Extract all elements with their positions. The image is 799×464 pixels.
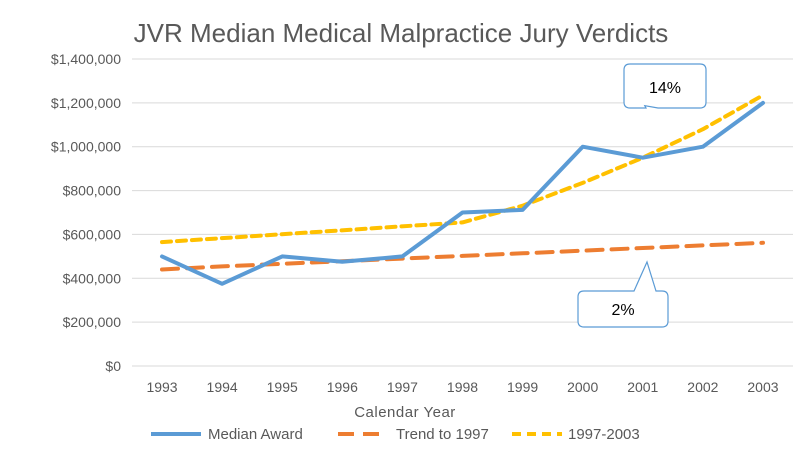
legend-label: Median Award [208, 426, 303, 443]
x-tick-label: 1995 [267, 379, 298, 395]
x-tick-label: 1997 [387, 379, 418, 395]
y-tick-label: $0 [105, 358, 121, 374]
y-tick-label: $800,000 [63, 183, 122, 199]
callout-label: 2% [611, 302, 634, 319]
series-line-trend-to-1997 [160, 240, 765, 272]
x-tick-label: 2003 [747, 379, 778, 395]
x-tick-label: 1998 [447, 379, 478, 395]
x-axis-title: Calendar Year [354, 404, 456, 421]
legend: Median Award Trend to 1997 1997-2003 [151, 426, 640, 443]
y-tick-label: $1,400,000 [51, 51, 121, 67]
y-axis-ticks: $0 $200,000 $400,000 $600,000 $800,000 $1,000… [51, 51, 121, 374]
legend-label: Trend to 1997 [396, 426, 489, 443]
x-tick-label: 1993 [146, 379, 177, 395]
callout-label: 14% [649, 80, 681, 97]
y-tick-label: $200,000 [63, 314, 122, 330]
series-line-1997-2003 [160, 93, 765, 245]
callouts: 14% 2% [577, 63, 707, 328]
series-line-median-award [160, 100, 765, 286]
callout-14-percent [623, 63, 707, 109]
y-tick-label: $1,000,000 [51, 139, 121, 155]
y-tick-label: $600,000 [63, 226, 122, 242]
x-tick-label: 2000 [567, 379, 598, 395]
x-tick-label: 2001 [627, 379, 658, 395]
legend-label: 1997-2003 [568, 426, 640, 443]
x-axis-ticks: 1993 1994 1995 1996 1997 1998 1999 2000 2001 2002… [146, 379, 778, 395]
callout-2-percent [577, 260, 669, 328]
y-tick-label: $1,200,000 [51, 95, 121, 111]
series-lines [160, 93, 765, 286]
x-tick-label: 1996 [327, 379, 358, 395]
gridlines [132, 58, 793, 367]
x-tick-label: 2002 [687, 379, 718, 395]
x-tick-label: 1999 [507, 379, 538, 395]
chart-title: JVR Median Medical Malpractice Jury Verd… [134, 18, 669, 48]
y-tick-label: $400,000 [63, 270, 122, 286]
x-tick-label: 1994 [207, 379, 238, 395]
